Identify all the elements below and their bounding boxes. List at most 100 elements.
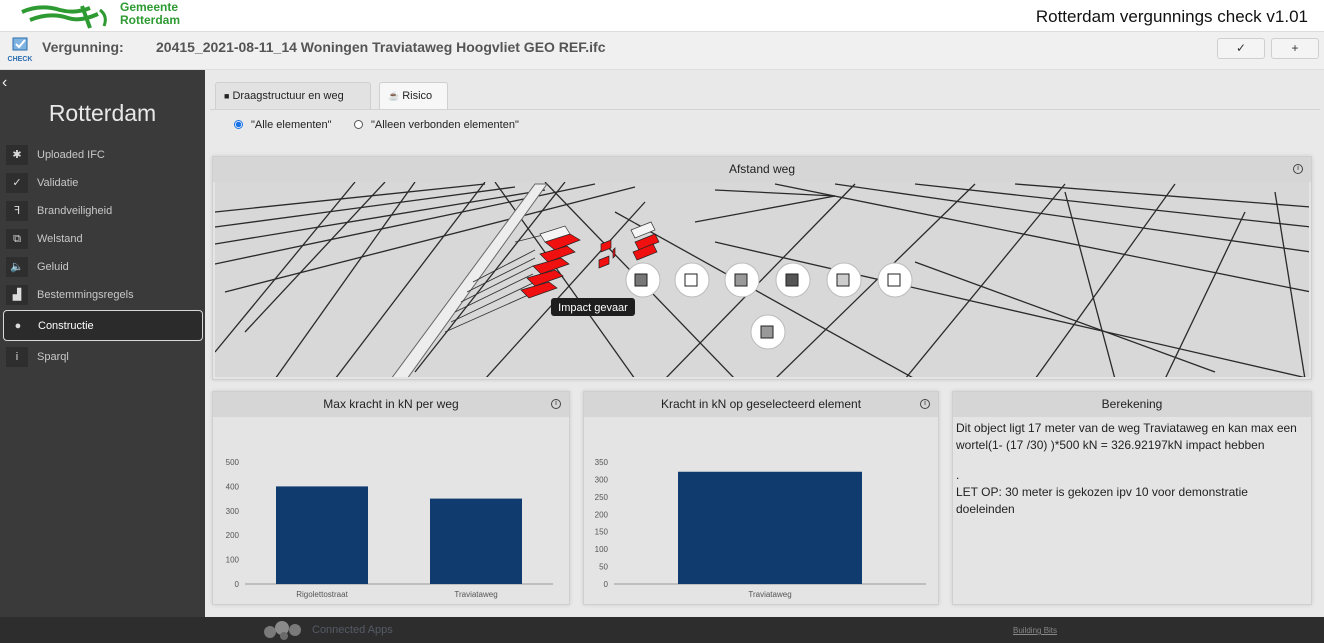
tab-label: Risico bbox=[402, 90, 433, 102]
svg-text:CHECK: CHECK bbox=[8, 56, 33, 63]
radio-label: "Alleen verbonden elementen" bbox=[371, 119, 519, 131]
sidebar-item-label: Brandveiligheid bbox=[37, 205, 113, 217]
info-icon[interactable]: i bbox=[551, 399, 561, 409]
sidebar-item-label: Uploaded IFC bbox=[37, 149, 105, 161]
y-tick-label: 300 bbox=[595, 475, 609, 484]
check-logo-icon: CHECK bbox=[8, 37, 33, 63]
panel-title: Max kracht in kN per weg bbox=[323, 397, 459, 411]
tab-draagstructuur-en-weg[interactable]: ■ Draagstructuur en weg bbox=[215, 82, 371, 110]
tab-label: Draagstructuur en weg bbox=[232, 90, 344, 102]
sidebar-item-label: Welstand bbox=[37, 233, 83, 245]
panel-title: Kracht in kN op geselecteerd element bbox=[660, 397, 862, 411]
app-title: Rotterdam vergunnings check v1.01 bbox=[1035, 7, 1308, 26]
top-bar: Gemeente Rotterdam Rotterdam vergunnings… bbox=[0, 0, 1324, 32]
y-tick-label: 150 bbox=[595, 528, 609, 537]
fire-extinguisher-icon: ꟻ bbox=[6, 201, 28, 221]
y-tick-label: 0 bbox=[235, 580, 240, 589]
view-cube-buttons bbox=[625, 262, 913, 350]
sidebar-item-geluid[interactable]: 🔈 Geluid bbox=[3, 254, 203, 280]
sidebar-item-brandveiligheid[interactable]: ꟻ Brandveiligheid bbox=[3, 198, 203, 224]
sidebar-item-constructie[interactable]: ● Constructie bbox=[3, 310, 203, 341]
3d-viewer[interactable]: Impact gevaar bbox=[215, 182, 1309, 377]
y-tick-label: 0 bbox=[604, 580, 609, 589]
sidebar-item-validatie[interactable]: ✓ Validatie bbox=[3, 170, 203, 196]
tab-divider bbox=[210, 109, 1320, 110]
3d-scene[interactable]: Impact gevaar bbox=[215, 182, 1309, 377]
sidebar: ‹ Rotterdam ✱ Uploaded IFC ✓ Validatie ꟻ… bbox=[0, 70, 205, 617]
tooltip-text: Impact gevaar bbox=[558, 302, 628, 314]
y-tick-label: 250 bbox=[595, 493, 609, 502]
calc-panel: Berekening Dit object ligt 17 meter van … bbox=[952, 391, 1312, 605]
info-icon[interactable]: i bbox=[1293, 164, 1303, 174]
buildings-icon: ▟ bbox=[6, 285, 28, 305]
collapse-sidebar-icon[interactable]: ‹ bbox=[2, 74, 8, 91]
x-tick-label: Traviataweg bbox=[748, 590, 791, 599]
y-tick-label: 400 bbox=[226, 482, 240, 491]
sidebar-item-label: Bestemmingsregels bbox=[37, 289, 134, 301]
y-tick-label: 100 bbox=[595, 545, 609, 554]
bar[interactable] bbox=[678, 471, 862, 584]
y-tick-label: 500 bbox=[226, 458, 240, 467]
sidebar-item-uploaded-ifc[interactable]: ✱ Uploaded IFC bbox=[3, 142, 203, 168]
x-tick-label: Rigolettostraat bbox=[296, 590, 348, 599]
add-button[interactable]: + bbox=[1271, 38, 1319, 59]
y-tick-label: 300 bbox=[226, 507, 240, 516]
calc-note: LET OP: 30 meter is gekozen ipv 10 voor … bbox=[956, 485, 1248, 516]
panel-header: Afstand weg i bbox=[213, 157, 1311, 182]
bar[interactable] bbox=[430, 498, 522, 584]
chart2-panel: Kracht in kN op geselecteerd element i 0… bbox=[583, 391, 939, 605]
volume-icon: 🔈 bbox=[6, 257, 28, 277]
calc-text: Dit object ligt 17 meter van de weg Trav… bbox=[956, 420, 1307, 518]
sidebar-item-bestemmingsregels[interactable]: ▟ Bestemmingsregels bbox=[3, 282, 203, 308]
viewer-panel: Afstand weg i bbox=[212, 156, 1312, 380]
sidebar-item-label: Validatie bbox=[37, 177, 79, 189]
building-bits-link[interactable]: Building Bits bbox=[1013, 626, 1058, 635]
sidebar-item-welstand[interactable]: ⧉ Welstand bbox=[3, 226, 203, 252]
briefcase-icon: ■ bbox=[224, 91, 230, 101]
logo-text: Gemeente Rotterdam bbox=[120, 0, 181, 27]
y-tick-label: 350 bbox=[595, 458, 609, 467]
confirm-button[interactable]: ✓ bbox=[1217, 38, 1265, 59]
coffee-icon: ☕ bbox=[388, 91, 400, 101]
permit-label: Vergunning: bbox=[42, 39, 124, 55]
x-tick-label: Traviataweg bbox=[454, 590, 497, 599]
circle-icon: ● bbox=[14, 320, 22, 332]
panel-title: Afstand weg bbox=[728, 162, 796, 176]
panel-header: Berekening bbox=[953, 392, 1311, 417]
panel-header: Kracht in kN op geselecteerd element i bbox=[584, 392, 938, 417]
connected-apps-link[interactable]: Connected Apps bbox=[312, 624, 393, 636]
permit-filename: 20415_2021-08-11_14 Woningen Traviataweg… bbox=[156, 39, 606, 55]
calc-dot: . bbox=[956, 468, 960, 482]
bar-chart-max-kracht: 0 100 200 300 400 500 Rigolettostraat Traviataw… bbox=[226, 458, 553, 599]
tab-risico[interactable]: ☕ Risico bbox=[379, 82, 448, 110]
calc-result: Dit object ligt 17 meter van de weg Trav… bbox=[956, 421, 1297, 452]
radio-connected-elements[interactable]: "Alleen verbonden elementen" bbox=[354, 119, 519, 131]
check-icon: ✓ bbox=[6, 173, 28, 193]
radio-dot bbox=[354, 120, 363, 129]
sidebar-item-sparql[interactable]: i Sparql bbox=[3, 344, 203, 370]
sidebar-item-label: Constructie bbox=[38, 320, 94, 332]
tooltip-background bbox=[551, 298, 635, 316]
y-tick-label: 50 bbox=[599, 563, 608, 572]
image-icon: ⧉ bbox=[6, 229, 28, 249]
radio-label: "Alle elementen" bbox=[251, 119, 332, 131]
radio-all-elements[interactable]: "Alle elementen" bbox=[234, 119, 332, 131]
chart1-panel: Max kracht in kN per weg i 0 100 200 300 400… bbox=[212, 391, 570, 605]
y-tick-label: 200 bbox=[226, 531, 240, 540]
permit-bar: CHECK Vergunning: 20415_2021-08-11_14 Wo… bbox=[0, 32, 1324, 70]
connected-apps-logo bbox=[264, 621, 301, 640]
pin-icon: ✱ bbox=[6, 145, 28, 165]
sidebar-title: Rotterdam bbox=[48, 100, 157, 126]
footer: Connected Apps Building Bits bbox=[0, 617, 1324, 643]
radio-dot bbox=[234, 120, 243, 129]
y-tick-label: 100 bbox=[226, 556, 240, 565]
sidebar-item-label: Geluid bbox=[37, 261, 69, 273]
info-icon: i bbox=[6, 347, 28, 367]
panel-title: Berekening bbox=[1101, 397, 1163, 411]
bar[interactable] bbox=[276, 486, 368, 584]
y-tick-label: 200 bbox=[595, 510, 609, 519]
bar-chart-kracht-element: 0 50 100 150 200 250 300 350 Traviataweg bbox=[595, 458, 926, 599]
sidebar-item-label: Sparql bbox=[37, 351, 69, 363]
panel-header: Max kracht in kN per weg i bbox=[213, 392, 569, 417]
info-icon[interactable]: i bbox=[920, 399, 930, 409]
